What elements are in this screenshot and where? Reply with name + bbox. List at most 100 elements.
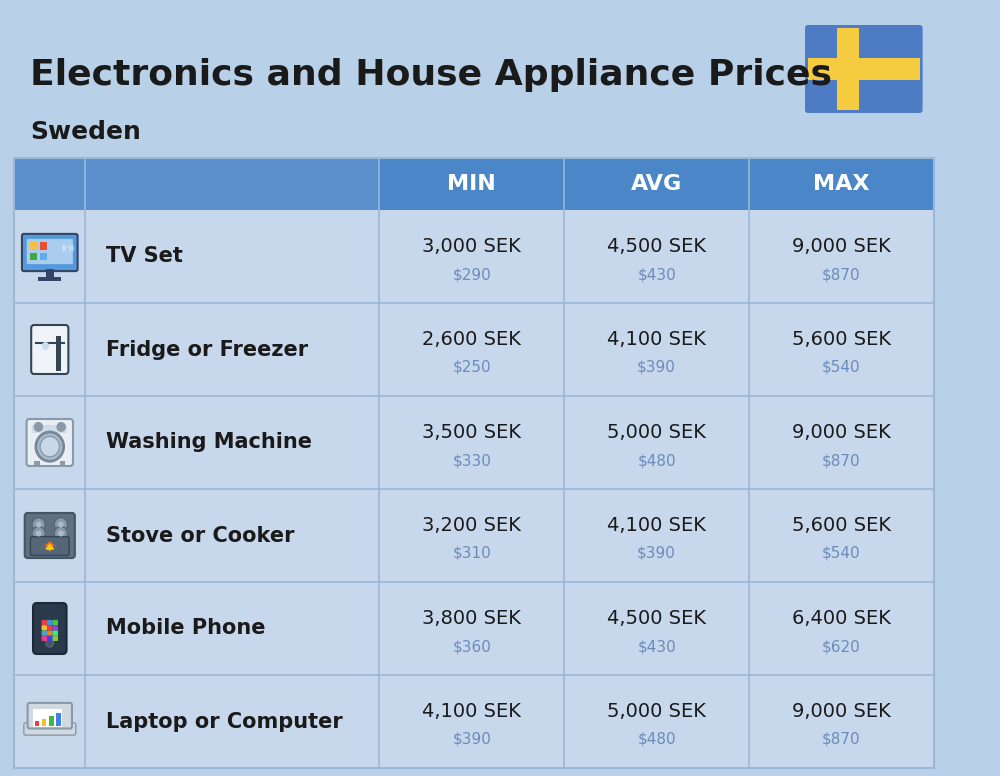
Bar [564, 489, 749, 582]
Text: 4,100 SEK: 4,100 SEK [422, 702, 521, 721]
Text: 4,100 SEK: 4,100 SEK [607, 330, 706, 349]
Text: 3,800 SEK: 3,800 SEK [422, 609, 521, 628]
Text: 4,500 SEK: 4,500 SEK [607, 609, 706, 628]
Text: $540: $540 [822, 360, 861, 375]
Bar [56, 336, 61, 352]
Bar [34, 461, 40, 466]
Text: $250: $250 [452, 360, 491, 375]
Bar [564, 303, 749, 396]
Text: 4,100 SEK: 4,100 SEK [607, 516, 706, 535]
Bar [85, 675, 379, 768]
Bar [379, 303, 564, 396]
Text: $540: $540 [822, 546, 861, 561]
Bar [379, 210, 564, 303]
Text: $870: $870 [822, 267, 861, 282]
Bar [564, 158, 749, 210]
Text: 3,200 SEK: 3,200 SEK [422, 516, 521, 535]
Bar [749, 303, 934, 396]
FancyBboxPatch shape [47, 620, 53, 625]
Bar [808, 58, 920, 80]
Text: $390: $390 [452, 732, 491, 747]
Circle shape [58, 521, 64, 528]
FancyBboxPatch shape [42, 625, 47, 630]
Bar [42, 719, 46, 726]
FancyBboxPatch shape [42, 620, 47, 625]
Text: $390: $390 [637, 546, 676, 561]
Bar [837, 28, 859, 110]
Text: $430: $430 [637, 639, 676, 654]
Circle shape [56, 422, 66, 432]
Circle shape [42, 342, 49, 350]
Circle shape [32, 518, 45, 532]
FancyBboxPatch shape [42, 636, 47, 641]
FancyBboxPatch shape [22, 234, 78, 271]
Circle shape [32, 527, 45, 541]
Text: TV Set: TV Set [106, 247, 183, 266]
FancyBboxPatch shape [33, 603, 67, 654]
Text: $870: $870 [822, 453, 861, 468]
Circle shape [36, 531, 42, 536]
Bar [32, 425, 67, 433]
Bar [85, 396, 379, 489]
Bar [564, 396, 749, 489]
Text: 5,600 SEK: 5,600 SEK [792, 330, 891, 349]
Text: ((·)): ((·)) [61, 245, 75, 251]
Bar [379, 582, 564, 675]
Bar [14, 582, 85, 675]
Bar [749, 489, 934, 582]
Circle shape [34, 422, 43, 432]
FancyBboxPatch shape [53, 636, 58, 641]
Text: $480: $480 [637, 732, 676, 747]
Bar [35, 721, 39, 726]
Bar [30, 242, 37, 250]
Text: 9,000 SEK: 9,000 SEK [792, 237, 891, 256]
Text: 3,000 SEK: 3,000 SEK [422, 237, 521, 256]
Circle shape [46, 639, 54, 647]
FancyBboxPatch shape [47, 630, 53, 636]
Bar [38, 277, 61, 281]
Bar [564, 675, 749, 768]
Bar [749, 675, 934, 768]
Text: 5,000 SEK: 5,000 SEK [607, 702, 706, 721]
Text: AVG: AVG [631, 174, 682, 194]
Bar [49, 716, 54, 726]
FancyBboxPatch shape [30, 537, 69, 556]
Text: Sweden: Sweden [30, 120, 141, 144]
FancyBboxPatch shape [27, 419, 73, 466]
Text: Electronics and House Appliance Prices: Electronics and House Appliance Prices [30, 58, 832, 92]
Text: $390: $390 [637, 360, 676, 375]
Bar [379, 489, 564, 582]
Text: $290: $290 [452, 267, 491, 282]
Text: $870: $870 [822, 732, 861, 747]
Text: $330: $330 [452, 453, 491, 468]
Bar [749, 158, 934, 210]
Bar [14, 303, 85, 396]
Bar [14, 489, 85, 582]
Bar [46, 269, 54, 277]
FancyBboxPatch shape [53, 630, 58, 636]
FancyBboxPatch shape [42, 630, 47, 636]
Bar [749, 582, 934, 675]
Circle shape [40, 436, 59, 457]
Bar [379, 396, 564, 489]
FancyBboxPatch shape [53, 620, 58, 625]
Text: MAX: MAX [813, 174, 870, 194]
Circle shape [54, 527, 68, 541]
Bar [14, 158, 379, 210]
Text: Washing Machine: Washing Machine [106, 432, 312, 452]
Bar [60, 461, 65, 466]
FancyBboxPatch shape [28, 703, 72, 729]
Text: MIN: MIN [447, 174, 496, 194]
Bar [379, 675, 564, 768]
Polygon shape [45, 543, 55, 550]
Circle shape [36, 521, 42, 528]
Text: 4,500 SEK: 4,500 SEK [607, 237, 706, 256]
Bar [56, 351, 61, 371]
Bar [33, 709, 62, 727]
Text: $430: $430 [637, 267, 676, 282]
FancyBboxPatch shape [805, 25, 923, 113]
Text: 9,000 SEK: 9,000 SEK [792, 702, 891, 721]
Bar [30, 252, 37, 260]
Text: $310: $310 [452, 546, 491, 561]
Bar [56, 713, 61, 726]
